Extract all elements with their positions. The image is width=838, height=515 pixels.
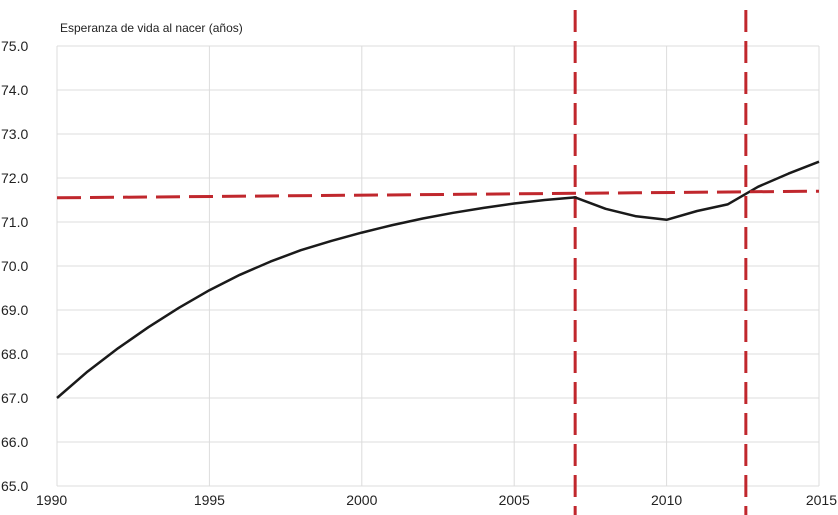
y-axis-title: Esperanza de vida al nacer (años)	[60, 21, 243, 35]
tick-labels: 65.0 66.0 67.0 68.0 69.0 70.0 71.0 72.0 73.0 74.0…	[1, 38, 837, 508]
x-tick-label: 2015	[806, 492, 837, 508]
x-tick-label: 1990	[36, 492, 67, 508]
x-tick-label: 2000	[346, 492, 377, 508]
y-tick-label: 70.0	[1, 258, 28, 274]
x-tick-label: 1995	[194, 492, 225, 508]
y-tick-label: 75.0	[1, 38, 28, 54]
y-tick-label: 73.0	[1, 126, 28, 142]
y-tick-label: 71.0	[1, 214, 28, 230]
y-tick-label: 72.0	[1, 170, 28, 186]
x-tick-label: 2010	[651, 492, 682, 508]
y-tick-label: 69.0	[1, 302, 28, 318]
y-tick-label: 74.0	[1, 82, 28, 98]
series-lines	[56, 10, 820, 515]
life-expectancy-line	[56, 160, 820, 399]
x-tick-label: 2005	[499, 492, 530, 508]
grid-lines	[56, 45, 820, 487]
trend-line	[56, 189, 820, 200]
y-tick-label: 65.0	[1, 478, 28, 494]
y-tick-label: 66.0	[1, 434, 28, 450]
y-tick-label: 67.0	[1, 390, 28, 406]
y-tick-label: 68.0	[1, 346, 28, 362]
